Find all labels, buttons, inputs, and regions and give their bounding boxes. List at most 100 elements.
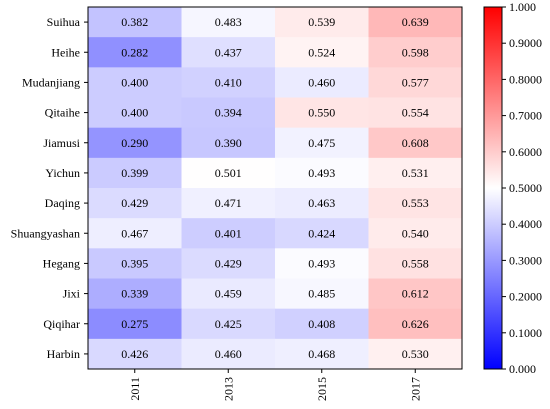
cell-value-label: 0.493 xyxy=(308,256,335,270)
cell-value-label: 0.410 xyxy=(215,75,242,89)
cell-value-label: 0.524 xyxy=(308,45,335,59)
heatmap-cell xyxy=(275,308,369,340)
cell-value-label: 0.339 xyxy=(121,287,148,301)
cell-value-label: 0.463 xyxy=(308,196,335,210)
y-tick-label: Jixi xyxy=(63,287,81,301)
heatmap-cell xyxy=(181,338,276,370)
cell-value-label: 0.608 xyxy=(402,136,429,150)
colorbar-tick-label: 1.000 xyxy=(509,0,536,14)
heatmap-cell-labels: 0.382 0.483 0.539 0.639 0.282 0.437 0.524 0.598… xyxy=(121,15,429,361)
y-tick-label: Daqing xyxy=(45,196,80,210)
cell-value-label: 0.540 xyxy=(402,226,429,240)
y-tick-label: Qiqihar xyxy=(43,317,80,331)
y-tick-label: Hegang xyxy=(43,256,80,270)
heatmap-cell xyxy=(181,37,276,68)
y-tick-label: Suihua xyxy=(47,15,81,29)
cell-value-label: 0.437 xyxy=(215,45,242,59)
colorbar-ticks: 0.000 0.1000 0.2000 0.3000 0.4000 0.5000 0.600… xyxy=(502,0,542,376)
heatmap-cell xyxy=(88,338,182,370)
colorbar-tick-label: 0.5000 xyxy=(509,181,542,195)
heatmap-cell xyxy=(368,278,463,309)
heatmap-cell xyxy=(368,308,463,340)
cell-value-label: 0.395 xyxy=(121,256,148,270)
heatmap-cell xyxy=(275,97,369,128)
heatmap-cell xyxy=(368,248,463,279)
heatmap-cell xyxy=(181,218,276,249)
colorbar: 0.000 0.1000 0.2000 0.3000 0.4000 0.5000 0.600… xyxy=(483,0,542,376)
heatmap-cell xyxy=(88,157,182,189)
cell-value-label: 0.475 xyxy=(308,136,335,150)
heatmap-cell xyxy=(275,188,369,219)
y-tick-label: Mudanjiang xyxy=(22,75,80,89)
heatmap-cell xyxy=(88,37,182,68)
heatmap-cell xyxy=(88,7,182,38)
cell-value-label: 0.501 xyxy=(215,166,242,180)
heatmap-cell xyxy=(368,127,463,159)
cell-value-label: 0.530 xyxy=(402,347,429,361)
colorbar-tick-label: 0.000 xyxy=(509,362,536,376)
heatmap-cell xyxy=(368,37,463,68)
heatmap-cell xyxy=(368,7,463,38)
colorbar-gradient xyxy=(483,6,503,370)
heatmap-cell xyxy=(181,127,276,159)
cell-value-label: 0.426 xyxy=(121,347,148,361)
x-tick-label: 2015 xyxy=(315,377,329,401)
heatmap-cell xyxy=(181,248,276,279)
plot-frame xyxy=(87,6,463,370)
cell-value-label: 0.598 xyxy=(402,45,429,59)
cell-value-label: 0.424 xyxy=(308,226,335,240)
cell-value-label: 0.425 xyxy=(215,317,242,331)
cell-value-label: 0.471 xyxy=(215,196,242,210)
heatmap-cell xyxy=(88,97,182,128)
cell-value-label: 0.468 xyxy=(308,347,335,361)
heatmap-cell xyxy=(181,7,276,38)
heatmap-cell xyxy=(88,278,182,309)
colorbar-tick-label: 0.9000 xyxy=(509,36,542,50)
cell-value-label: 0.554 xyxy=(402,106,429,120)
heatmap-cell xyxy=(88,248,182,279)
heatmap-cell xyxy=(181,188,276,219)
heatmap-cell xyxy=(275,157,369,189)
heatmap-cell xyxy=(88,67,182,98)
heatmap-cell xyxy=(368,67,463,98)
cell-value-label: 0.539 xyxy=(308,15,335,29)
colorbar-tick-label: 0.3000 xyxy=(509,253,542,267)
cell-value-label: 0.577 xyxy=(402,75,429,89)
cell-value-label: 0.399 xyxy=(121,166,148,180)
cell-value-label: 0.390 xyxy=(215,136,242,150)
heatmap-cell xyxy=(368,188,463,219)
cell-value-label: 0.493 xyxy=(308,166,335,180)
heatmap-cell xyxy=(275,278,369,309)
cell-value-label: 0.400 xyxy=(121,75,148,89)
cell-value-label: 0.558 xyxy=(402,256,429,270)
cell-value-label: 0.382 xyxy=(121,15,148,29)
cell-value-label: 0.394 xyxy=(215,106,242,120)
heatmap-cell xyxy=(88,308,182,340)
cell-value-label: 0.275 xyxy=(121,317,148,331)
heatmap-cell xyxy=(88,218,182,249)
y-tick-label: Heihe xyxy=(51,45,80,59)
heatmap-cell xyxy=(88,127,182,159)
heatmap-cell xyxy=(275,67,369,98)
heatmap-cell xyxy=(181,308,276,340)
colorbar-tick-label: 0.4000 xyxy=(509,217,542,231)
colorbar-tick-label: 0.8000 xyxy=(509,72,542,86)
cell-value-label: 0.612 xyxy=(402,287,429,301)
cell-value-label: 0.290 xyxy=(121,136,148,150)
cell-value-label: 0.483 xyxy=(215,15,242,29)
heatmap-cell xyxy=(275,248,369,279)
cell-value-label: 0.553 xyxy=(402,196,429,210)
cell-value-label: 0.400 xyxy=(121,106,148,120)
cell-value-label: 0.460 xyxy=(215,347,242,361)
heatmap-cell xyxy=(181,67,276,98)
heatmap-cell xyxy=(368,218,463,249)
cell-value-label: 0.626 xyxy=(402,317,429,331)
heatmap-cell xyxy=(181,97,276,128)
heatmap-cell xyxy=(275,338,369,370)
heatmap-cell xyxy=(275,218,369,249)
x-tick-label: 2017 xyxy=(408,377,422,401)
cell-value-label: 0.639 xyxy=(402,15,429,29)
colorbar-tick-label: 0.2000 xyxy=(509,290,542,304)
cell-value-label: 0.531 xyxy=(402,166,429,180)
